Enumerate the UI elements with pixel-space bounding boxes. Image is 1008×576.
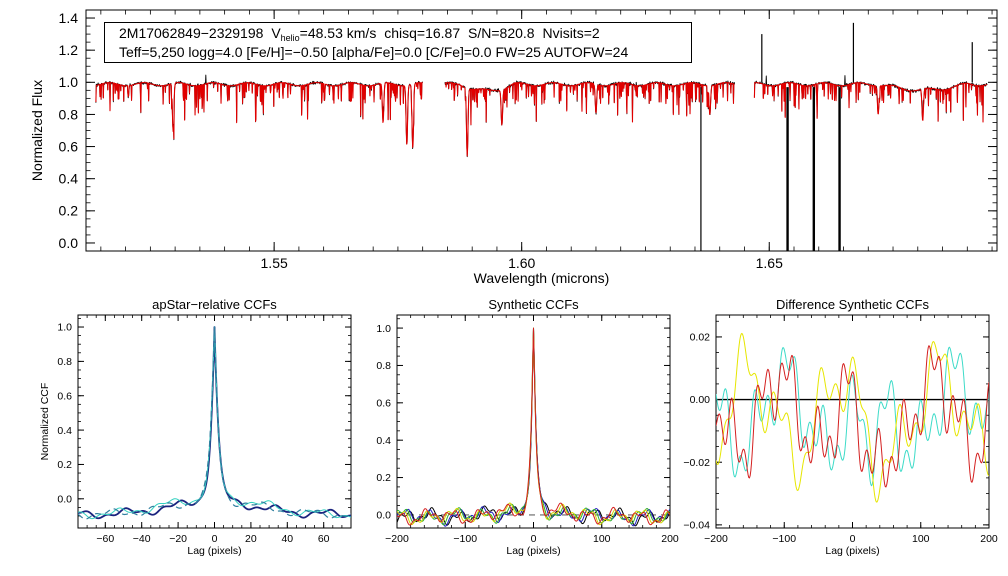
spectrum-info-box: 2M17062849−2329198 Vhelio=48.53 km/s chi…	[104, 22, 692, 63]
spectrum-model-seg-0	[95, 82, 423, 148]
difference-ccf-xtick-label: 100	[912, 533, 930, 545]
synthetic-ccf-xtick-label: 0	[531, 533, 537, 545]
spectrum-xtick-label: 1.55	[261, 255, 288, 271]
nvisits: Nvisits=2	[542, 25, 600, 41]
spectrum-xlabel: Wavelength (microns)	[474, 270, 610, 286]
spectrum-ytick-label: 0.2	[59, 203, 79, 219]
chisq: chisq=16.87	[384, 25, 461, 41]
apstar-ccf-xtick-label: 60	[318, 533, 330, 545]
synthetic-ccf-ytick-label: 0.8	[376, 360, 391, 372]
spectrum-ytick-label: 0.8	[59, 106, 79, 122]
synthetic-ccf-line-green	[397, 327, 670, 526]
spectrum-ytick-label: 0.0	[59, 235, 79, 251]
synthetic-ccf-xtick-label: −200	[385, 533, 409, 545]
apstar-ccf-ytick-label: 1.0	[57, 322, 72, 334]
synthetic-ccf-ytick-label: 1.0	[376, 323, 391, 335]
synthetic-ccf-xtick-label: 100	[593, 533, 611, 545]
apstar-ccf-title: apStar−relative CCFs	[152, 297, 277, 312]
spectrum-ytick-label: 1.4	[59, 10, 79, 26]
difference-ccf-ytick-label: −0.02	[683, 457, 710, 469]
difference-ccf-line-red	[716, 345, 989, 488]
difference-ccf-title: Difference Synthetic CCFs	[776, 297, 929, 312]
spectrum-ytick-label: 1.0	[59, 74, 79, 90]
difference-ccf-frame	[715, 314, 990, 529]
difference-ccf-line-yellow	[716, 332, 989, 503]
star-id: 2M17062849−2329198	[119, 25, 264, 41]
difference-ccf-ytick-label: 0.02	[690, 332, 711, 344]
synthetic-ccf-axes: −200 −100 0 100 200 0.0 0.2 0.4 0.6 0.8 1.0 Synthet…	[376, 297, 679, 557]
apstar-ccf-xtick-label: 40	[281, 533, 293, 545]
apstar-ccf-xtick-label: −20	[169, 533, 187, 545]
synthetic-ccf-ytick-label: 0.6	[376, 397, 391, 409]
synthetic-ccf-line-black	[397, 327, 670, 527]
apstar-ccf-line-visit-2	[78, 326, 351, 520]
synthetic-ccf-ytick-label: 0.4	[376, 435, 391, 447]
spectrum-xtick-label: 1.60	[508, 255, 535, 271]
snr: S/N=820.8	[468, 25, 535, 41]
apstar-ccf-ytick-label: 0.2	[57, 459, 72, 471]
synthetic-ccf-line-yellow	[397, 327, 670, 526]
vhelio: Vhelio=48.53 km/s	[271, 25, 377, 43]
spectrum-xtick-label: 1.65	[756, 255, 783, 271]
apstar-ccf-ytick-label: 0.0	[57, 493, 72, 505]
apstar-ccf-ytick-label: 0.6	[57, 390, 72, 402]
apstar-ccf-ytick-label: 0.4	[57, 425, 72, 437]
spectrum-model-seg-1	[444, 82, 735, 157]
synthetic-ccf-line-red	[397, 327, 670, 526]
synthetic-ccf-line-blue	[397, 327, 670, 527]
apstar-ccf-xtick-label: 20	[245, 533, 257, 545]
spectrum-axes: 1.55 1.60 1.65 0.0 0.2 0.4 0.6 0.8 1.0 1.2 1.4 Wave…	[29, 9, 998, 286]
spectrum-ytick-label: 0.4	[59, 171, 79, 187]
apstar-ccf-xtick-label: 0	[212, 533, 218, 545]
apstar-ccf-axes: −60 −40 −20 0 20 40 60 0.0 0.2 0.4 0.6 0.8 1.0 apStar…	[39, 297, 352, 557]
difference-ccf-ytick-label: −0.04	[683, 520, 710, 532]
spectrum-model-seg-2	[753, 82, 988, 123]
spectrum-ylabel: Normalized Flux	[29, 80, 45, 181]
apstar-ccf-xtick-label: −60	[96, 533, 114, 545]
info-line-2: Teff=5,250 logg=4.0 [Fe/H]=−0.50 [alpha/…	[119, 44, 629, 60]
synthetic-ccf-xlabel: Lag (pixels)	[506, 545, 560, 557]
synthetic-ccf-ytick-label: 0.2	[376, 472, 391, 484]
difference-ccf-xtick-label: 200	[980, 533, 998, 545]
apstar-ccf-ylabel: Normalized CCF	[39, 383, 51, 461]
apstar-ccf-line-visit-1	[78, 326, 351, 520]
spectrum-ytick-label: 1.2	[59, 42, 79, 58]
apstar-ccf-ytick-label: 0.8	[57, 356, 72, 368]
synthetic-ccf-xtick-label: 200	[661, 533, 679, 545]
spectrum-ytick-label: 0.6	[59, 138, 79, 154]
difference-ccf-axes: −200 −100 0 100 200 −0.04 −0.02 0.00 0.02 Differe…	[683, 297, 997, 557]
apstar-ccf-line-combined	[78, 326, 351, 520]
difference-ccf-ytick-label: 0.00	[690, 394, 711, 406]
difference-ccf-xlabel: Lag (pixels)	[825, 545, 879, 557]
synthetic-ccf-xtick-label: −100	[453, 533, 477, 545]
difference-ccf-xtick-label: 0	[850, 533, 856, 545]
synthetic-ccf-ytick-label: 0.0	[376, 510, 391, 522]
info-line-1: 2M17062849−2329198 Vhelio=48.53 km/s chi…	[119, 24, 691, 43]
apstar-ccf-xtick-label: −40	[133, 533, 151, 545]
difference-ccf-xtick-label: −100	[772, 533, 796, 545]
difference-ccf-xtick-label: −200	[704, 533, 728, 545]
synthetic-ccf-title: Synthetic CCFs	[488, 297, 579, 312]
apstar-ccf-xlabel: Lag (pixels)	[187, 545, 241, 557]
